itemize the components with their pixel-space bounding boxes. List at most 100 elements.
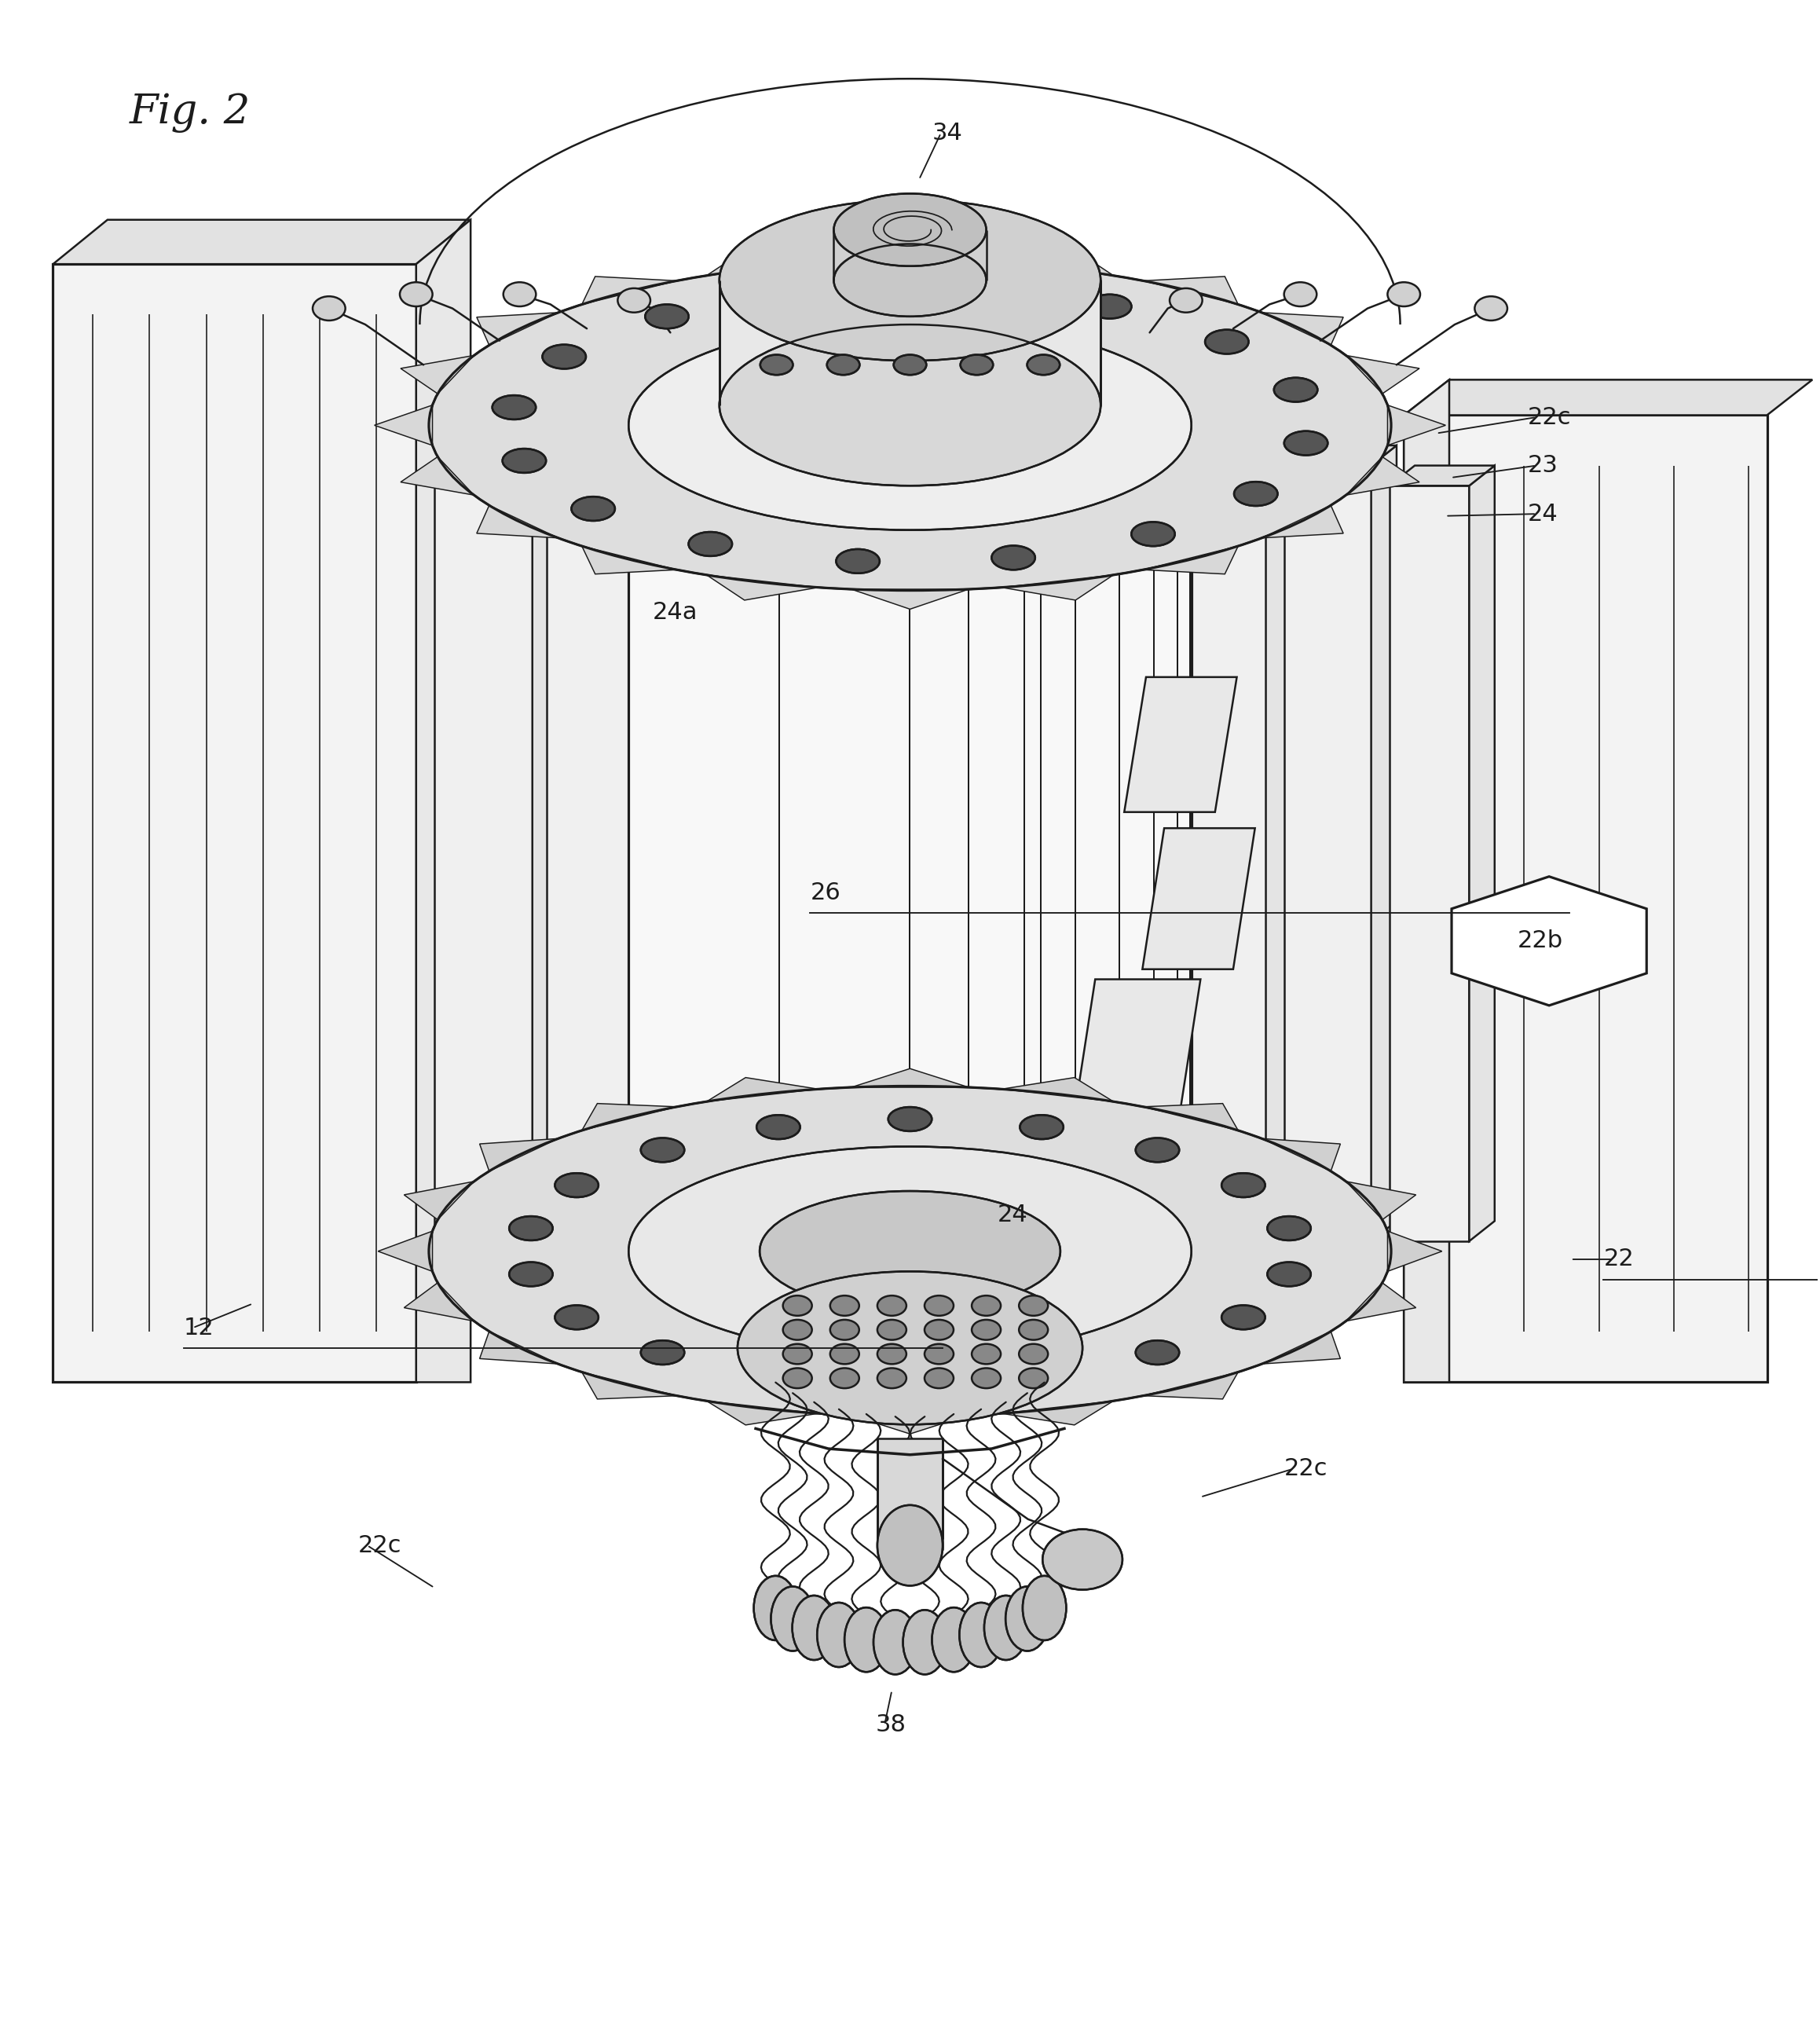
Polygon shape xyxy=(531,466,557,1242)
Ellipse shape xyxy=(400,283,433,307)
Ellipse shape xyxy=(555,1304,599,1329)
Polygon shape xyxy=(1143,828,1256,969)
Ellipse shape xyxy=(719,200,1101,361)
Ellipse shape xyxy=(783,1296,812,1316)
Polygon shape xyxy=(659,436,772,456)
Polygon shape xyxy=(1452,876,1647,1005)
Ellipse shape xyxy=(1019,1345,1048,1365)
Ellipse shape xyxy=(961,355,994,376)
Polygon shape xyxy=(706,250,819,275)
Ellipse shape xyxy=(783,1369,812,1389)
Polygon shape xyxy=(1285,446,1396,466)
Polygon shape xyxy=(1469,466,1494,1242)
Ellipse shape xyxy=(1234,483,1278,507)
Ellipse shape xyxy=(874,1609,917,1674)
Polygon shape xyxy=(404,1181,473,1219)
Ellipse shape xyxy=(783,1345,812,1365)
Polygon shape xyxy=(1261,1139,1340,1171)
Ellipse shape xyxy=(830,1369,859,1389)
Ellipse shape xyxy=(491,396,535,420)
Polygon shape xyxy=(1403,380,1813,416)
Polygon shape xyxy=(582,277,677,305)
Polygon shape xyxy=(1389,487,1469,1242)
Text: 23: 23 xyxy=(1527,454,1558,476)
Ellipse shape xyxy=(972,1345,1001,1365)
Ellipse shape xyxy=(985,1595,1028,1660)
Ellipse shape xyxy=(783,1320,812,1341)
Text: 22: 22 xyxy=(1603,1248,1634,1270)
Ellipse shape xyxy=(844,1607,888,1672)
Polygon shape xyxy=(852,1068,968,1088)
Polygon shape xyxy=(400,456,473,495)
Polygon shape xyxy=(1179,456,1267,1242)
Ellipse shape xyxy=(1019,1369,1048,1389)
Bar xyxy=(628,426,1192,1252)
Polygon shape xyxy=(1261,313,1343,345)
Ellipse shape xyxy=(834,244,986,317)
Polygon shape xyxy=(659,456,746,1242)
Ellipse shape xyxy=(1019,1363,1063,1387)
Ellipse shape xyxy=(903,1609,946,1674)
Ellipse shape xyxy=(1285,432,1329,454)
Polygon shape xyxy=(1387,406,1445,446)
Polygon shape xyxy=(1001,1401,1114,1425)
Polygon shape xyxy=(1347,456,1420,495)
Ellipse shape xyxy=(1023,1575,1067,1639)
Ellipse shape xyxy=(932,1607,976,1672)
Text: 22b: 22b xyxy=(1518,929,1563,953)
Ellipse shape xyxy=(510,1262,553,1286)
Text: 22c: 22c xyxy=(359,1534,402,1557)
Ellipse shape xyxy=(925,1369,954,1389)
Polygon shape xyxy=(1125,676,1238,812)
Ellipse shape xyxy=(555,1173,599,1197)
Ellipse shape xyxy=(830,1345,859,1365)
Polygon shape xyxy=(1261,1331,1340,1365)
Ellipse shape xyxy=(510,1215,553,1240)
Polygon shape xyxy=(435,487,531,1242)
Polygon shape xyxy=(53,220,471,264)
Bar xyxy=(1403,416,1767,1383)
Ellipse shape xyxy=(1221,1304,1265,1329)
Polygon shape xyxy=(1143,545,1238,573)
Polygon shape xyxy=(1001,250,1114,275)
Polygon shape xyxy=(582,1104,677,1131)
Ellipse shape xyxy=(925,1296,954,1316)
Ellipse shape xyxy=(1267,1262,1310,1286)
Bar xyxy=(53,264,417,1383)
Ellipse shape xyxy=(1285,283,1316,307)
Ellipse shape xyxy=(830,1320,859,1341)
Ellipse shape xyxy=(1005,1587,1048,1652)
Ellipse shape xyxy=(1136,1139,1179,1163)
Ellipse shape xyxy=(835,549,879,573)
Ellipse shape xyxy=(1274,378,1318,402)
Ellipse shape xyxy=(817,1603,861,1668)
Ellipse shape xyxy=(877,1369,906,1389)
Ellipse shape xyxy=(1136,1341,1179,1365)
Ellipse shape xyxy=(1019,1114,1063,1139)
Polygon shape xyxy=(1403,380,1449,1383)
Ellipse shape xyxy=(644,305,688,329)
Ellipse shape xyxy=(792,1595,835,1660)
Polygon shape xyxy=(1179,436,1290,456)
Polygon shape xyxy=(417,220,471,1383)
Polygon shape xyxy=(1143,1373,1238,1399)
Ellipse shape xyxy=(502,448,546,472)
Ellipse shape xyxy=(628,321,1192,531)
Ellipse shape xyxy=(430,260,1390,590)
Ellipse shape xyxy=(761,355,794,376)
Polygon shape xyxy=(1267,436,1290,1242)
Ellipse shape xyxy=(772,1587,815,1652)
Polygon shape xyxy=(404,1282,473,1320)
Ellipse shape xyxy=(641,1139,684,1163)
Ellipse shape xyxy=(1132,523,1176,545)
Polygon shape xyxy=(1389,466,1494,487)
Ellipse shape xyxy=(959,1603,1003,1668)
Polygon shape xyxy=(1387,1232,1441,1272)
Polygon shape xyxy=(1261,505,1343,537)
Polygon shape xyxy=(1347,1282,1416,1320)
Polygon shape xyxy=(706,1078,819,1102)
Ellipse shape xyxy=(1474,297,1507,321)
Polygon shape xyxy=(546,446,670,466)
Polygon shape xyxy=(1347,355,1420,394)
Ellipse shape xyxy=(1170,289,1203,313)
